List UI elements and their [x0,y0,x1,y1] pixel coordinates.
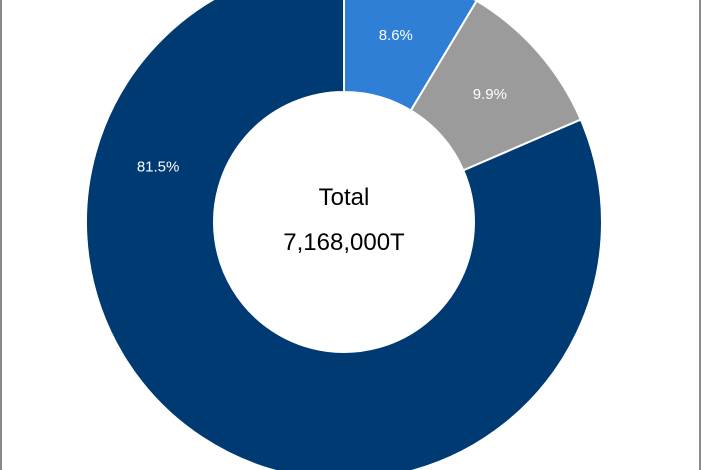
slice-label-1: 8.6% [379,27,413,44]
slice-label-2: 9.9% [473,86,507,103]
donut-hole [214,92,474,352]
center-total: 7,168,000T [283,229,405,256]
center-title: Total [319,184,370,211]
slices-group [85,0,603,470]
slice-labels-group: 8.6% 9.9% 81.5% [137,27,507,175]
slice-label-3: 81.5% [137,158,180,175]
